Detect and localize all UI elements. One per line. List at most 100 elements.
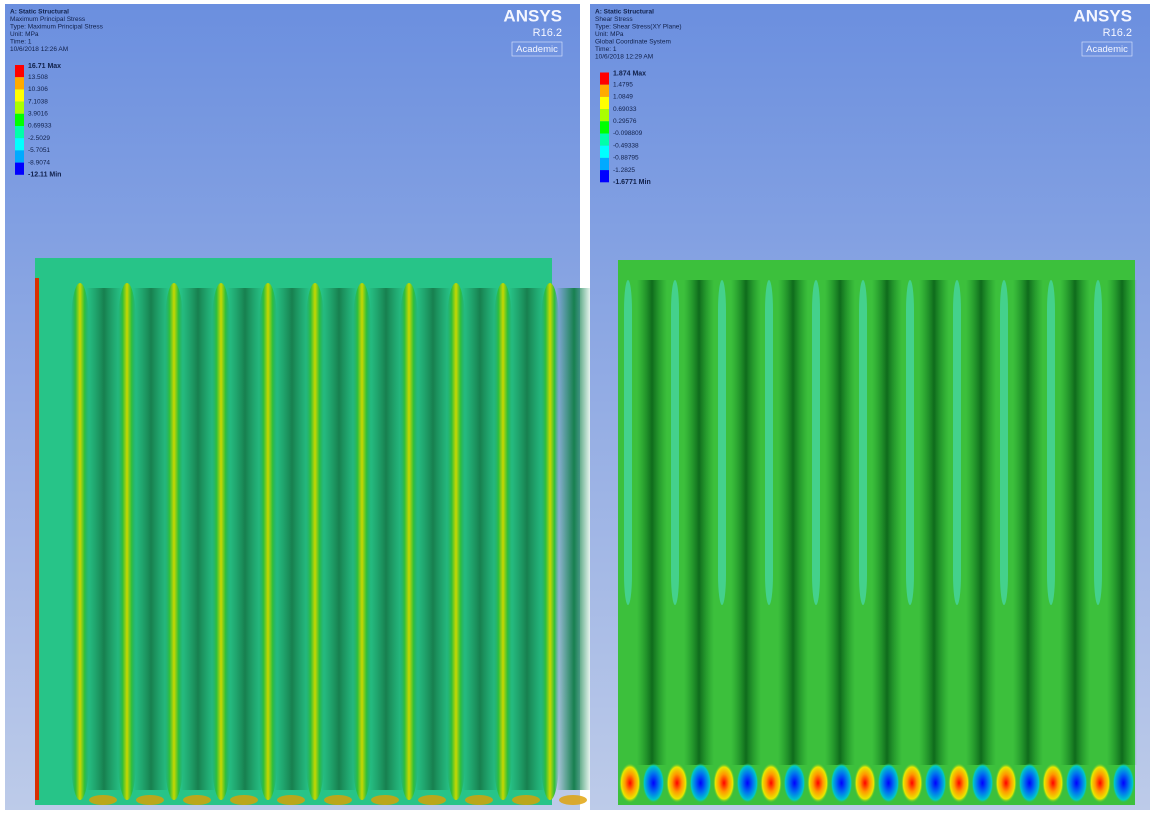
- legend-swatch: [600, 84, 609, 97]
- stress-foot: [465, 795, 493, 805]
- stress-gap: [637, 280, 667, 765]
- legend-label: -0.88795: [613, 155, 639, 162]
- stress-foot: [418, 795, 446, 805]
- legend-label: 0.69933: [28, 123, 52, 130]
- stress-band: [859, 280, 867, 605]
- legend-swatch: [600, 157, 609, 171]
- stress-gap: [462, 288, 498, 790]
- stress-foot: [183, 795, 211, 805]
- stress-band: [494, 283, 512, 800]
- shear-min: [1065, 763, 1088, 803]
- stress-foot: [277, 795, 305, 805]
- stress-band: [671, 280, 679, 605]
- legend-label: 0.29576: [613, 118, 637, 125]
- shear-min: [924, 763, 947, 803]
- legend-label: 7.1038: [28, 98, 48, 105]
- result-title: A: Static Structural: [10, 9, 69, 16]
- result-info: Time: 1: [595, 46, 617, 53]
- legend-swatch: [15, 126, 24, 139]
- shear-max: [1089, 763, 1111, 803]
- shear-max: [901, 763, 923, 803]
- legend-label: 1.4795: [613, 81, 633, 88]
- stress-band: [624, 280, 632, 605]
- result-info: Type: Shear Stress(XY Plane): [595, 24, 682, 31]
- result-title: A: Static Structural: [595, 9, 654, 16]
- legend-swatch: [600, 96, 609, 110]
- legend-label: -12.11 Min: [28, 172, 61, 179]
- result-info: Time: 1: [10, 39, 32, 46]
- shear-min: [736, 763, 759, 803]
- shear-max: [1042, 763, 1064, 803]
- stress-band: [259, 283, 277, 800]
- shear-min: [1018, 763, 1041, 803]
- shear-min: [971, 763, 994, 803]
- legend-label: 0.69033: [613, 106, 637, 113]
- stress-foot: [559, 795, 587, 805]
- legend-swatch: [600, 170, 609, 183]
- logo-license-box: [511, 41, 563, 57]
- shear-max: [854, 763, 876, 803]
- result-info: Unit: MPa: [10, 31, 39, 38]
- shear-min: [877, 763, 900, 803]
- stress-foot: [371, 795, 399, 805]
- stress-band: [306, 283, 324, 800]
- shear-max: [948, 763, 970, 803]
- logo-license: Academic: [1086, 44, 1128, 55]
- stress-gap: [966, 280, 996, 765]
- contour-plot: [618, 260, 1137, 805]
- result-info: Type: Maximum Principal Stress: [10, 24, 104, 31]
- stress-gap: [1107, 280, 1137, 765]
- shear-max: [760, 763, 782, 803]
- legend-swatch: [15, 89, 24, 102]
- stress-band: [906, 280, 914, 605]
- stress-band: [165, 283, 183, 800]
- stress-gap: [872, 280, 902, 765]
- legend-swatch: [15, 77, 24, 90]
- stress-gap: [731, 280, 761, 765]
- shear-max: [995, 763, 1017, 803]
- legend-swatch: [15, 150, 24, 163]
- edge-band: [35, 278, 39, 800]
- legend-label: -5.7051: [28, 147, 50, 154]
- shear-min: [1112, 763, 1135, 803]
- shear-max: [666, 763, 688, 803]
- stress-gap: [274, 288, 310, 790]
- legend-swatch: [600, 72, 609, 85]
- shear-min: [830, 763, 853, 803]
- stress-foot: [324, 795, 352, 805]
- legend-label: 3.9016: [28, 111, 48, 118]
- stress-band: [212, 283, 230, 800]
- stress-gap: [321, 288, 357, 790]
- legend-swatch: [15, 101, 24, 114]
- legend-swatch: [15, 65, 24, 78]
- stress-gap: [368, 288, 404, 790]
- legend-swatch: [600, 121, 609, 134]
- legend-label: 1.874 Max: [613, 70, 646, 77]
- stress-band: [1094, 280, 1102, 605]
- stress-gap: [133, 288, 169, 790]
- logo-brand: ANSYS: [1073, 6, 1132, 25]
- result-info: Shear Stress: [595, 16, 633, 23]
- stress-gap: [778, 280, 808, 765]
- stress-gap: [86, 288, 122, 790]
- stress-gap: [1060, 280, 1090, 765]
- logo-version: R16.2: [1103, 27, 1132, 39]
- legend-label: -2.5029: [28, 135, 50, 142]
- stress-gap: [684, 280, 714, 765]
- legend-label: 1.0849: [613, 94, 633, 101]
- stress-band: [541, 283, 559, 800]
- shear-min: [642, 763, 665, 803]
- shear-max: [807, 763, 829, 803]
- stress-band: [353, 283, 371, 800]
- result-info: Maximum Principal Stress: [10, 16, 86, 23]
- stress-foot: [89, 795, 117, 805]
- legend-swatch: [15, 113, 24, 126]
- legend-label: -1.6771 Min: [613, 179, 651, 186]
- result-info: 10/6/2018 12:26 AM: [10, 46, 68, 53]
- stress-foot: [230, 795, 258, 805]
- stress-foot: [512, 795, 540, 805]
- legend-label: -1.2825: [613, 167, 635, 174]
- logo-version: R16.2: [533, 27, 562, 39]
- legend-label: 10.306: [28, 86, 48, 93]
